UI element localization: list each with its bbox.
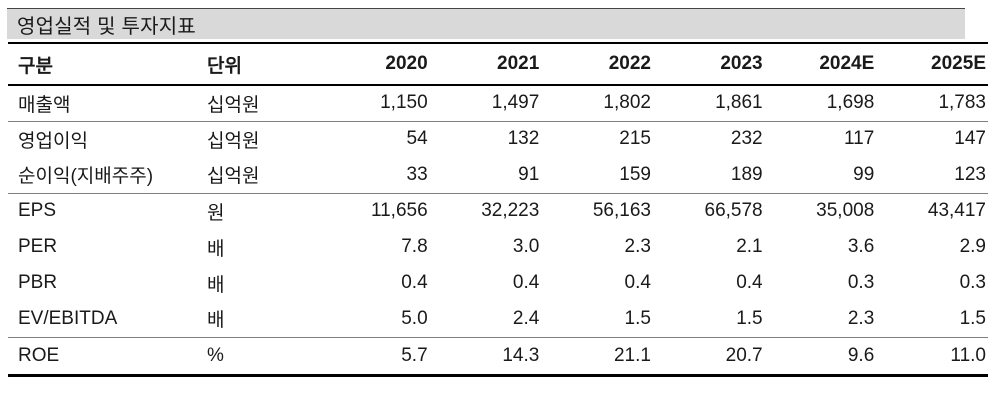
cell-value: 1,861 [652,85,765,122]
row-unit: 배 [207,238,225,260]
cell-value: 1.5 [876,301,988,338]
cell-value: 32,223 [481,200,540,222]
cell-value: 1,698 [764,85,877,122]
table-title-bar: 영업실적 및 투자지표 [7,8,965,39]
cell-value: 0.4 [401,272,428,293]
cell-value: 2.9 [959,236,986,257]
cell-value: 2.1 [736,236,763,257]
cell-value: 0.4 [512,272,540,293]
cell-value: 0.4 [624,272,651,293]
cell-value: 2.3 [764,301,877,338]
cell-value: 2.4 [429,301,542,338]
cell-value: 189 [652,157,765,194]
col-header-2023: 2023 [652,43,765,86]
col-header-2022: 2022 [541,43,653,86]
cell-value: 7.8 [401,236,428,257]
col-header-2024e: 2024E [764,43,877,86]
row-label: PBR [18,272,58,293]
cell-value: 21.1 [613,344,651,366]
cell-value: 35,008 [816,200,875,222]
row-unit: 배 [205,301,318,338]
financials-table-wrap: 구분 단위 2020 2021 2022 2023 2024E 2025E 매출… [8,42,988,377]
cell-value: 232 [730,128,763,150]
cell-value: 11.0 [950,344,986,366]
cell-value: 1,497 [429,85,542,122]
table-row-eps: EPS 원 11,656 32,223 56,163 66,578 35,008… [8,193,988,229]
cell-value: 1.5 [652,301,765,338]
row-unit: 십억원 [207,130,260,152]
financials-table: 구분 단위 2020 2021 2022 2023 2024E 2025E 매출… [8,42,988,377]
cell-value: 66,578 [704,200,763,222]
header-row: 구분 단위 2020 2021 2022 2023 2024E 2025E [8,43,988,86]
cell-value: 159 [541,157,653,194]
cell-value: 3.0 [512,236,540,257]
cell-value: 54 [406,128,428,150]
col-header-category: 구분 [8,43,205,86]
table-row-roe: ROE % 5.7 14.3 21.1 20.7 9.6 11.0 [8,337,988,375]
cell-value: 11,656 [370,200,428,222]
cell-value: 99 [764,157,877,194]
cell-value: 0.4 [736,272,763,293]
cell-value: 43,417 [927,200,986,222]
row-label: 순이익(지배주주) [8,157,205,194]
cell-value: 1,802 [541,85,653,122]
row-label: PER [18,236,58,257]
cell-value: 5.7 [401,344,428,366]
cell-value: 5.0 [318,301,430,338]
col-header-2020: 2020 [318,43,430,86]
row-label: EPS [18,200,57,222]
cell-value: 1,783 [876,85,988,122]
cell-value: 9.6 [847,344,875,366]
table-row-per: PER 배 7.8 3.0 2.3 2.1 3.6 2.9 [8,229,988,265]
cell-value: 215 [619,128,651,150]
table-row-operating-profit: 영업이익 십억원 54 132 215 232 117 147 [8,121,988,157]
row-unit: % [207,344,224,366]
row-label: ROE [18,344,60,366]
cell-value: 91 [429,157,542,194]
cell-value: 2.3 [624,236,651,257]
cell-value: 117 [843,128,875,150]
table-row-ev-ebitda: EV/EBITDA 배 5.0 2.4 1.5 1.5 2.3 1.5 [8,301,988,338]
row-label: EV/EBITDA [8,301,205,338]
cell-value: 147 [954,128,986,150]
row-unit: 십억원 [205,85,318,122]
cell-value: 3.6 [847,236,875,257]
cell-value: 20.7 [725,344,763,366]
col-header-unit: 단위 [205,43,318,86]
col-header-2025e: 2025E [876,43,988,86]
cell-value: 0.3 [959,272,986,293]
table-row-pbr: PBR 배 0.4 0.4 0.4 0.4 0.3 0.3 [8,265,988,301]
row-unit: 십억원 [205,157,318,194]
cell-value: 14.3 [502,344,540,366]
cell-value: 132 [507,128,540,150]
col-header-2021: 2021 [429,43,542,86]
cell-value: 1,150 [318,85,430,122]
row-label: 영업이익 [18,130,88,152]
cell-value: 0.3 [847,272,875,293]
table-row-revenue: 매출액 십억원 1,150 1,497 1,802 1,861 1,698 1,… [8,85,988,122]
table-title: 영업실적 및 투자지표 [17,15,196,38]
cell-value: 1.5 [541,301,653,338]
row-label: 매출액 [8,85,205,122]
table-row-net-profit: 순이익(지배주주) 십억원 33 91 159 189 99 123 [8,157,988,194]
cell-value: 123 [876,157,988,194]
cell-value: 56,163 [592,200,651,222]
cell-value: 33 [318,157,430,194]
row-unit: 원 [207,202,225,224]
row-unit: 배 [207,274,225,296]
